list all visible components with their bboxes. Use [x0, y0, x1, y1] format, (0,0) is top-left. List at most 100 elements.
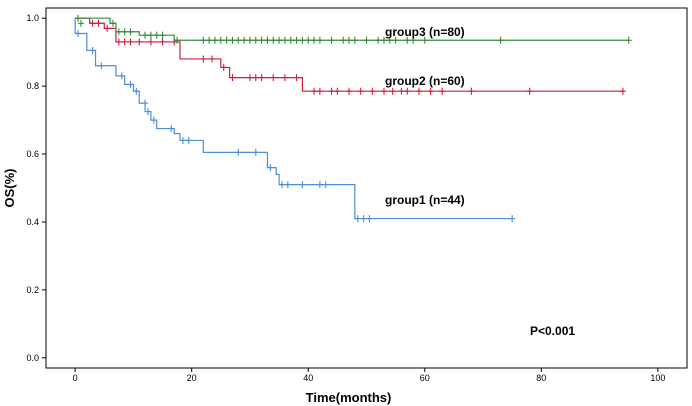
- censor-mark: [398, 87, 405, 95]
- censor-mark: [380, 87, 387, 95]
- p-value-annotation: P<0.001: [530, 324, 575, 338]
- censor-mark: [281, 74, 288, 82]
- censor-mark: [211, 36, 218, 44]
- censor-mark: [144, 108, 151, 116]
- series-layer: [74, 14, 632, 223]
- censor-mark: [392, 36, 399, 44]
- censor-mark: [115, 38, 122, 46]
- label-layer: group1 (n=44) group2 (n=60) group3 (n=80): [385, 25, 465, 207]
- censor-mark: [375, 36, 382, 44]
- censor-mark: [185, 136, 192, 144]
- censor-mark: [142, 31, 149, 39]
- series-2-label: group2 (n=60): [385, 74, 465, 88]
- censor-mark: [316, 36, 323, 44]
- y-tick-label: 0.8: [26, 81, 39, 91]
- censor-mark: [410, 36, 417, 44]
- censor-mark: [380, 36, 387, 44]
- series-1-curve: [74, 18, 513, 220]
- censor-mark: [241, 36, 248, 44]
- censor-mark: [75, 14, 82, 22]
- censor-mark: [133, 87, 140, 95]
- censor-mark: [118, 72, 125, 80]
- series-1: [74, 18, 516, 223]
- censor-mark: [293, 36, 300, 44]
- censor-mark: [252, 36, 259, 44]
- censor-mark: [404, 36, 411, 44]
- censor-mark: [200, 55, 207, 63]
- censor-mark: [619, 87, 626, 95]
- censor-mark: [246, 36, 253, 44]
- y-axis-title: OS(%): [2, 169, 17, 208]
- censor-mark: [77, 19, 84, 27]
- censor-mark: [299, 36, 306, 44]
- censor-mark: [121, 28, 128, 36]
- censor-mark: [316, 181, 323, 189]
- censor-mark: [427, 87, 434, 95]
- censor-mark: [311, 87, 318, 95]
- censor-mark: [89, 46, 96, 54]
- censor-mark: [366, 215, 373, 223]
- censor-mark: [363, 36, 370, 44]
- censor-mark: [115, 28, 122, 36]
- censor-mark: [281, 36, 288, 44]
- censor-mark: [404, 87, 411, 95]
- censor-mark: [75, 29, 82, 37]
- censor-mark: [127, 80, 134, 88]
- censor-mark: [322, 181, 329, 189]
- censor-mark: [147, 31, 154, 39]
- series-2-curve: [75, 17, 623, 92]
- censor-mark: [229, 36, 236, 44]
- censor-mark: [625, 36, 632, 44]
- censor-mark: [421, 36, 428, 44]
- censor-mark: [267, 164, 274, 172]
- censor-mark: [179, 136, 186, 144]
- y-tick-label: 0.4: [26, 217, 39, 227]
- censor-mark: [509, 215, 516, 223]
- series-1-label: group1 (n=44): [385, 193, 465, 207]
- axes: 0.0 0.2 0.4 0.6 0.8 1.0 0 20 40 60 80 100: [26, 13, 665, 383]
- censor-mark: [497, 36, 504, 44]
- censor-mark: [89, 19, 96, 27]
- censor-mark: [142, 99, 149, 107]
- censor-mark: [174, 36, 181, 44]
- censor-mark: [200, 36, 207, 44]
- censor-mark: [357, 87, 364, 95]
- censor-mark: [386, 36, 393, 44]
- censor-mark: [127, 38, 134, 46]
- censor-mark: [121, 38, 128, 46]
- censor-mark: [223, 36, 230, 44]
- censor-mark: [279, 181, 286, 189]
- y-tick-label: 1.0: [26, 13, 39, 23]
- censor-mark: [153, 31, 160, 39]
- censor-mark: [334, 87, 341, 95]
- censor-mark: [389, 87, 396, 95]
- censor-mark: [150, 116, 157, 124]
- censor-mark: [293, 74, 300, 82]
- censor-mark: [110, 19, 117, 27]
- series-3: [75, 14, 632, 44]
- censor-mark: [252, 148, 259, 156]
- y-tick-label: 0.6: [26, 149, 39, 159]
- censor-mark: [235, 36, 242, 44]
- censor-mark: [246, 74, 253, 82]
- censor-mark: [209, 55, 216, 63]
- censor-mark: [264, 36, 271, 44]
- censor-mark: [346, 36, 353, 44]
- censor-mark: [147, 38, 154, 46]
- censor-mark: [258, 74, 265, 82]
- censor-mark: [526, 87, 533, 95]
- censor-mark: [346, 87, 353, 95]
- censor-mark: [415, 87, 422, 95]
- censor-mark: [159, 38, 166, 46]
- y-tick-label: 0.2: [26, 285, 39, 295]
- y-tick-label: 0.0: [26, 353, 39, 363]
- series-3-curve: [75, 17, 629, 41]
- censor-mark: [159, 31, 166, 39]
- censor-mark: [316, 87, 323, 95]
- x-tick-label: 60: [420, 373, 430, 383]
- x-tick-label: 40: [303, 373, 313, 383]
- censor-mark: [305, 36, 312, 44]
- censor-mark: [468, 87, 475, 95]
- censor-mark: [220, 63, 227, 71]
